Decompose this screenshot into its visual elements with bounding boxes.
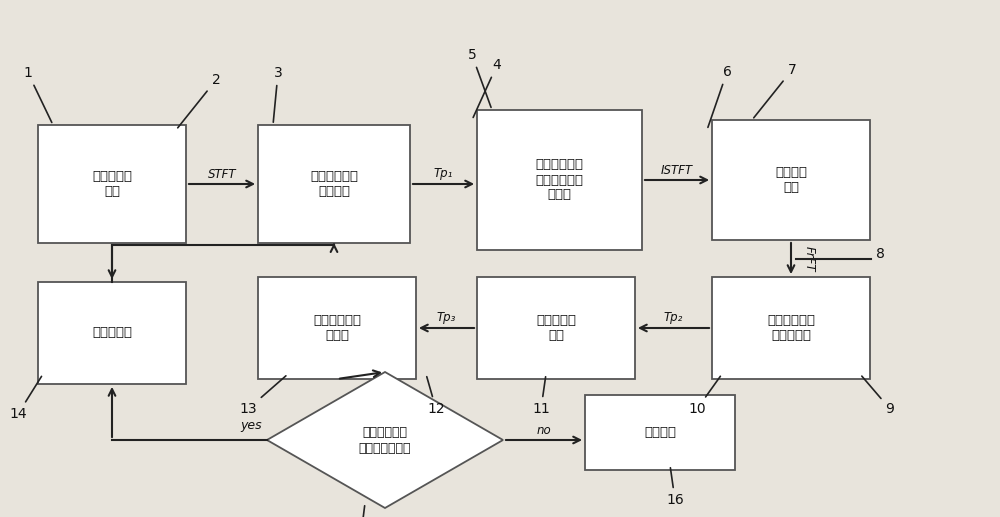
Text: 域二维矩阵: 域二维矩阵 bbox=[771, 329, 811, 342]
Text: 10: 10 bbox=[688, 376, 720, 416]
Text: ISTFT: ISTFT bbox=[661, 163, 693, 176]
Bar bbox=[38, 282, 186, 384]
Text: 8: 8 bbox=[876, 247, 885, 261]
Text: 7: 7 bbox=[754, 63, 796, 118]
Text: 9: 9 bbox=[862, 376, 894, 416]
Text: 11: 11 bbox=[532, 377, 550, 416]
Text: 统计: 统计 bbox=[548, 329, 564, 342]
Text: 原始信号: 原始信号 bbox=[775, 166, 807, 179]
Text: 判断目标峰値: 判断目标峰値 bbox=[362, 425, 408, 438]
Text: 16: 16 bbox=[666, 468, 684, 507]
Text: 图像对比度: 图像对比度 bbox=[536, 314, 576, 327]
Text: 14: 14 bbox=[9, 376, 42, 421]
Text: 13: 13 bbox=[239, 376, 286, 416]
Bar bbox=[712, 120, 870, 240]
Text: 多目标采集: 多目标采集 bbox=[92, 170, 132, 183]
Text: 数估计: 数估计 bbox=[325, 329, 349, 342]
Polygon shape bbox=[267, 372, 503, 508]
Text: 信号: 信号 bbox=[104, 185, 120, 198]
Text: 15: 15 bbox=[351, 506, 369, 517]
Text: 维矩阵: 维矩阵 bbox=[548, 189, 572, 202]
Text: 12: 12 bbox=[427, 377, 445, 416]
Bar bbox=[712, 277, 870, 379]
Text: 短时傅里叶域: 短时傅里叶域 bbox=[310, 170, 358, 183]
Text: 分数阶傅里叶: 分数阶傅里叶 bbox=[767, 314, 815, 327]
Text: Tp₂: Tp₂ bbox=[664, 312, 683, 325]
Text: 6: 6 bbox=[708, 65, 731, 127]
Text: 是否大于预设置: 是否大于预设置 bbox=[359, 442, 411, 454]
Text: no: no bbox=[537, 423, 551, 436]
Text: 相位信息的二: 相位信息的二 bbox=[536, 174, 584, 187]
Text: 5: 5 bbox=[468, 48, 491, 108]
Text: 算法结束: 算法结束 bbox=[644, 426, 676, 439]
Text: Tp₁: Tp₁ bbox=[434, 168, 453, 180]
Text: 归一化后保留: 归一化后保留 bbox=[536, 159, 584, 172]
Bar bbox=[38, 125, 186, 243]
Bar bbox=[585, 395, 735, 470]
Text: 2: 2 bbox=[178, 73, 220, 128]
Text: 4: 4 bbox=[473, 58, 501, 117]
Text: STFT: STFT bbox=[208, 168, 236, 180]
Text: yes: yes bbox=[240, 418, 262, 432]
Bar bbox=[258, 277, 416, 379]
Text: 1: 1 bbox=[24, 66, 52, 123]
Text: 恢复: 恢复 bbox=[783, 181, 799, 194]
Text: 3: 3 bbox=[273, 66, 282, 122]
Text: 目标检测及参: 目标检测及参 bbox=[313, 314, 361, 327]
Bar bbox=[477, 277, 635, 379]
Bar bbox=[258, 125, 410, 243]
Text: 二维矩阵: 二维矩阵 bbox=[318, 185, 350, 198]
Text: 逐次消去法: 逐次消去法 bbox=[92, 327, 132, 340]
Text: Tp₃: Tp₃ bbox=[437, 312, 456, 325]
Text: FrFT: FrFT bbox=[803, 246, 816, 271]
Bar bbox=[477, 110, 642, 250]
